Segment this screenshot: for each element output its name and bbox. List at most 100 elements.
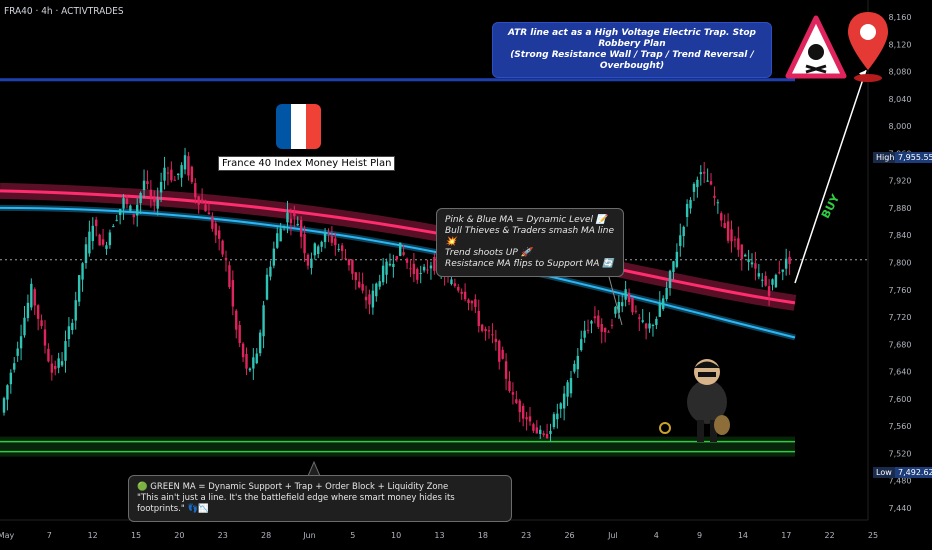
candle-body (282, 226, 286, 228)
candle-body (463, 291, 467, 300)
green-ma-glow (0, 436, 795, 457)
x-tick-label: 20 (174, 531, 184, 540)
candle-body (631, 297, 634, 313)
atr-callout: ATR line act as a High Voltage Electric … (492, 22, 772, 78)
candle-body (644, 323, 648, 329)
candle-body (576, 355, 580, 370)
candle-body (132, 214, 135, 218)
candle-body (354, 272, 358, 281)
candle-body (245, 353, 248, 369)
candle-body (675, 251, 679, 267)
candle-body (600, 324, 603, 332)
candle-body (286, 212, 289, 223)
y-tick-label: 8,000 (889, 122, 912, 131)
candle-body (539, 429, 542, 435)
candle-body (511, 392, 515, 395)
candle-body (224, 257, 228, 260)
candle-body (504, 361, 508, 379)
candle-body (95, 219, 98, 227)
candle-body (74, 300, 77, 321)
candle-body (241, 343, 245, 358)
x-tick-label: 13 (434, 531, 444, 540)
low-label: Low (873, 467, 895, 478)
candle-body (358, 281, 361, 288)
map-pin-center (860, 24, 876, 40)
candle-body (750, 262, 754, 265)
candle-body (194, 183, 197, 198)
crossbone-icon (805, 64, 827, 74)
candle-body (180, 165, 183, 178)
x-tick-label: Jun (302, 531, 316, 540)
candle-body (183, 155, 187, 170)
candle-body (487, 330, 491, 332)
candle-body (13, 363, 16, 370)
candle-body (532, 424, 535, 431)
candle-body (6, 385, 9, 400)
candle-body (542, 433, 545, 436)
candle-body (422, 266, 426, 271)
x-tick-label: 5 (350, 531, 355, 540)
x-tick-label: May (0, 531, 15, 540)
candle-body (706, 180, 709, 182)
flag-caption: France 40 Index Money Heist Plan (218, 156, 396, 171)
candle-body (590, 321, 593, 324)
candle-body (166, 172, 170, 174)
candle-body (340, 245, 344, 252)
buy-arrow-line (794, 69, 867, 284)
candle-body (57, 358, 60, 368)
candle-body (98, 234, 101, 246)
candle-body (122, 198, 125, 209)
candle-body (190, 166, 194, 183)
candle-body (214, 223, 217, 236)
candle-body (176, 173, 180, 176)
y-tick-label: 7,600 (889, 395, 912, 404)
candle-body (586, 329, 590, 331)
thief-leg (697, 420, 704, 442)
ma-note: Pink & Blue MA = Dynamic Level 📝 (445, 215, 608, 225)
atr-callout-line2: (Strong Resistance Wall / Trap / Trend R… (510, 50, 754, 71)
y-tick-label: 7,800 (889, 259, 912, 268)
candle-body (634, 310, 638, 312)
candle-body (303, 234, 306, 254)
atr-callout-line1: ATR line act as a High Voltage Electric … (507, 28, 756, 49)
candle-body (33, 289, 36, 306)
candle-body (399, 242, 402, 256)
candle-body (474, 299, 477, 307)
candle-body (163, 167, 166, 181)
high-label: High (873, 152, 898, 163)
candle-body (306, 254, 310, 266)
candle-body (494, 338, 498, 343)
candle-body (491, 334, 494, 336)
x-tick-label: 23 (521, 531, 531, 540)
candle-body (54, 366, 57, 370)
x-tick-label: 17 (781, 531, 791, 540)
candle-body (129, 205, 132, 211)
candle-body (467, 299, 470, 304)
candle-body (204, 204, 207, 212)
candle-body (771, 279, 774, 285)
candle-body (296, 223, 299, 226)
x-tick-label: 25 (868, 531, 878, 540)
candle-body (272, 248, 276, 266)
candle-body (381, 265, 385, 283)
candle-body (16, 348, 19, 356)
candle-body (323, 233, 327, 243)
candle-body (125, 198, 129, 204)
candle-body (330, 235, 334, 243)
map-pin-icon (848, 12, 888, 70)
candle-body (187, 156, 190, 176)
candle-body (603, 327, 607, 333)
candle-body (535, 427, 539, 434)
keys-icon (659, 422, 671, 434)
candle-body (651, 324, 655, 326)
candle-body (269, 266, 272, 277)
candle-body (501, 349, 504, 359)
ma-note: Bull Thieves & Traders smash MA line 💥 (445, 226, 615, 247)
candle-body (668, 270, 672, 289)
candle-body (200, 199, 204, 203)
candle-body (405, 258, 409, 263)
candle-body (525, 417, 528, 420)
x-tick-label: 10 (391, 531, 401, 540)
thief-leg (710, 420, 717, 442)
